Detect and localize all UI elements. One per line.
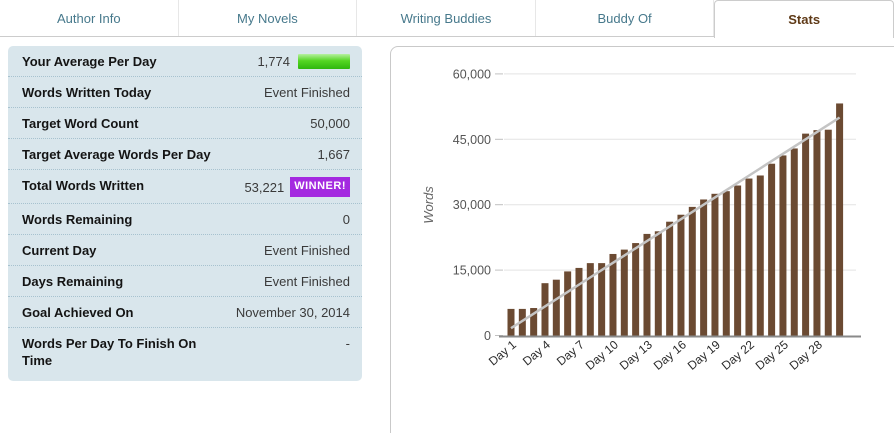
x-tick-label: Day 7 [554, 337, 587, 368]
stat-label: Goal Achieved On [22, 305, 134, 320]
stat-value-cell: 0 [222, 211, 350, 228]
bar-day-4 [541, 283, 549, 336]
target-pace-line [510, 116, 841, 330]
stat-value-cell: Event Finished [222, 242, 350, 259]
stat-row: Words Written Today Event Finished [8, 77, 362, 108]
stat-value-cell: 53,221 WINNER! [222, 177, 350, 197]
bar-day-29 [824, 129, 832, 336]
x-tick-label: Day 19 [685, 337, 723, 372]
bar-day-30 [836, 103, 844, 336]
y-axis-title: Words [421, 186, 436, 224]
stat-label: Words Written Today [22, 85, 152, 100]
y-tick-label: 15,000 [453, 264, 491, 278]
bar-day-14 [654, 231, 662, 336]
bar-day-11 [620, 249, 628, 336]
bar-day-28 [813, 130, 821, 336]
stat-value-cell: - [222, 335, 350, 352]
bar-day-27 [802, 133, 810, 336]
stat-row: Words Remaining 0 [8, 204, 362, 235]
tab-stats[interactable]: Stats [714, 0, 894, 38]
stat-row: Target Word Count 50,000 [8, 108, 362, 139]
tab-author-info[interactable]: Author Info [0, 0, 179, 36]
stats-chart-card: 0 15,000 30,000 45,000 60,000 Words Day 1 Day 4… [390, 46, 894, 433]
y-tick-label: 30,000 [453, 198, 491, 212]
bar-day-22 [745, 178, 753, 336]
bar-day-6 [564, 271, 572, 336]
x-tick-label: Day 16 [651, 337, 689, 372]
bar-day-16 [677, 214, 685, 336]
stat-value: Event Finished [264, 85, 350, 100]
x-tick-label: Day 4 [520, 337, 553, 368]
tab-my-novels[interactable]: My Novels [178, 0, 358, 36]
stat-value: Event Finished [264, 274, 350, 289]
bar-day-25 [779, 155, 787, 336]
stat-value: 50,000 [310, 116, 350, 131]
stat-value-cell: 50,000 [222, 115, 350, 132]
stat-value-cell: 1,667 [222, 146, 350, 163]
stat-value: 0 [342, 212, 350, 227]
x-tick-label: Day 28 [787, 337, 825, 372]
stat-row: Goal Achieved On November 30, 2014 [8, 297, 362, 328]
stat-row: Target Average Words Per Day 1,667 [8, 139, 362, 170]
stat-row: Total Words Written 53,221 WINNER! [8, 170, 362, 204]
bar-day-7 [575, 267, 583, 336]
stat-row: Current Day Event Finished [8, 235, 362, 266]
bar-day-20 [722, 191, 730, 336]
stat-label: Target Average Words Per Day [22, 147, 211, 162]
bar-day-21 [734, 185, 742, 336]
stat-value-cell: Event Finished [222, 273, 350, 290]
bar-day-10 [609, 253, 617, 336]
bar-day-26 [790, 148, 798, 336]
stat-label: Current Day [22, 243, 97, 258]
stat-label: Words Per Day To Finish On Time [22, 336, 197, 368]
tab-buddy-of[interactable]: Buddy Of [535, 0, 715, 36]
stat-label: Days Remaining [22, 274, 124, 289]
stat-value: November 30, 2014 [235, 305, 350, 320]
x-tick-label: Day 10 [583, 337, 621, 372]
x-tick-label: Day 13 [617, 337, 655, 372]
bar-day-5 [552, 279, 560, 336]
bar-day-19 [711, 193, 719, 336]
progress-bar [298, 54, 350, 69]
bar-day-17 [688, 206, 696, 336]
stats-panel: Your Average Per Day 1,774 Words Written T… [8, 46, 362, 381]
stat-label: Words Remaining [22, 212, 133, 227]
bar-day-24 [768, 163, 776, 336]
stat-label: Target Word Count [22, 116, 139, 131]
x-tick-label: Day 22 [719, 337, 757, 372]
stat-row: Words Per Day To Finish On Time - [8, 328, 362, 381]
stat-label: Your Average Per Day [22, 54, 157, 69]
y-tick-label: 0 [484, 329, 491, 343]
bar-day-13 [643, 233, 651, 336]
stat-value: 1,667 [317, 147, 350, 162]
bar-day-18 [700, 199, 708, 336]
stat-label: Total Words Written [22, 178, 145, 193]
stat-value-cell: 1,774 [222, 53, 350, 70]
winner-badge: WINNER! [290, 177, 350, 197]
y-tick-label: 60,000 [453, 67, 491, 81]
stat-value: Event Finished [264, 243, 350, 258]
profile-tabs: Author Info My Novels Writing Buddies Buddy… [0, 0, 894, 38]
stat-value-cell: Event Finished [222, 84, 350, 101]
stat-value-cell: November 30, 2014 [222, 304, 350, 321]
bar-day-3 [530, 308, 538, 336]
tab-writing-buddies[interactable]: Writing Buddies [357, 0, 536, 36]
bar-day-1 [507, 308, 515, 336]
stat-value: - [345, 336, 350, 351]
stat-row: Your Average Per Day 1,774 [8, 46, 362, 77]
stat-value: 1,774 [257, 54, 290, 69]
bar-day-15 [666, 221, 674, 336]
stat-value: 53,221 [244, 179, 285, 195]
bar-day-23 [756, 175, 764, 336]
stat-row: Days Remaining Event Finished [8, 266, 362, 297]
bar-day-8 [586, 263, 594, 336]
bar-day-9 [598, 263, 606, 336]
bar-day-12 [632, 243, 640, 336]
y-tick-label: 45,000 [453, 133, 491, 147]
x-tick-label: Day 25 [753, 337, 791, 372]
